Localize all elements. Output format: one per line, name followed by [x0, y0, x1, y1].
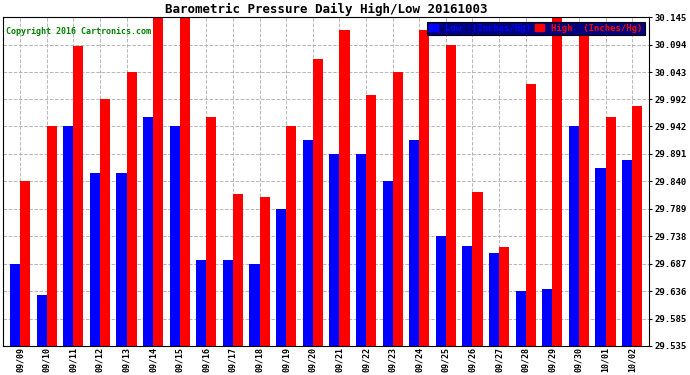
Legend: Low  (Inches/Hg), High  (Inches/Hg): Low (Inches/Hg), High (Inches/Hg) [427, 21, 645, 35]
Bar [303, 141, 313, 346]
Bar [339, 30, 350, 346]
Bar [420, 30, 429, 346]
Bar [47, 126, 57, 346]
Bar [499, 247, 509, 346]
Bar [489, 253, 499, 346]
Bar [473, 192, 482, 346]
Bar [206, 117, 217, 346]
Bar [446, 45, 456, 346]
Bar [196, 260, 206, 346]
Bar [579, 36, 589, 346]
Bar [90, 173, 100, 346]
Bar [179, 17, 190, 346]
Bar [10, 264, 20, 346]
Bar [250, 264, 259, 346]
Bar [552, 17, 562, 346]
Bar [276, 209, 286, 346]
Bar [515, 291, 526, 346]
Bar [153, 17, 164, 346]
Bar [20, 182, 30, 346]
Title: Barometric Pressure Daily High/Low 20161003: Barometric Pressure Daily High/Low 20161… [165, 3, 487, 16]
Text: Copyright 2016 Cartronics.com: Copyright 2016 Cartronics.com [6, 27, 151, 36]
Bar [223, 260, 233, 346]
Bar [313, 59, 323, 346]
Bar [542, 289, 552, 346]
Bar [409, 141, 420, 346]
Bar [126, 72, 137, 346]
Bar [356, 154, 366, 346]
Bar [286, 126, 296, 346]
Bar [382, 182, 393, 346]
Bar [366, 95, 376, 346]
Bar [63, 126, 73, 346]
Bar [622, 160, 632, 346]
Bar [393, 72, 403, 346]
Bar [329, 154, 339, 346]
Bar [526, 84, 536, 346]
Bar [632, 106, 642, 346]
Bar [143, 117, 153, 346]
Bar [117, 173, 126, 346]
Bar [170, 126, 179, 346]
Bar [606, 117, 615, 346]
Bar [595, 168, 606, 346]
Bar [569, 126, 579, 346]
Bar [100, 99, 110, 346]
Bar [259, 196, 270, 346]
Bar [462, 246, 473, 346]
Bar [233, 194, 243, 346]
Bar [37, 295, 47, 346]
Bar [435, 236, 446, 346]
Bar [73, 46, 83, 346]
